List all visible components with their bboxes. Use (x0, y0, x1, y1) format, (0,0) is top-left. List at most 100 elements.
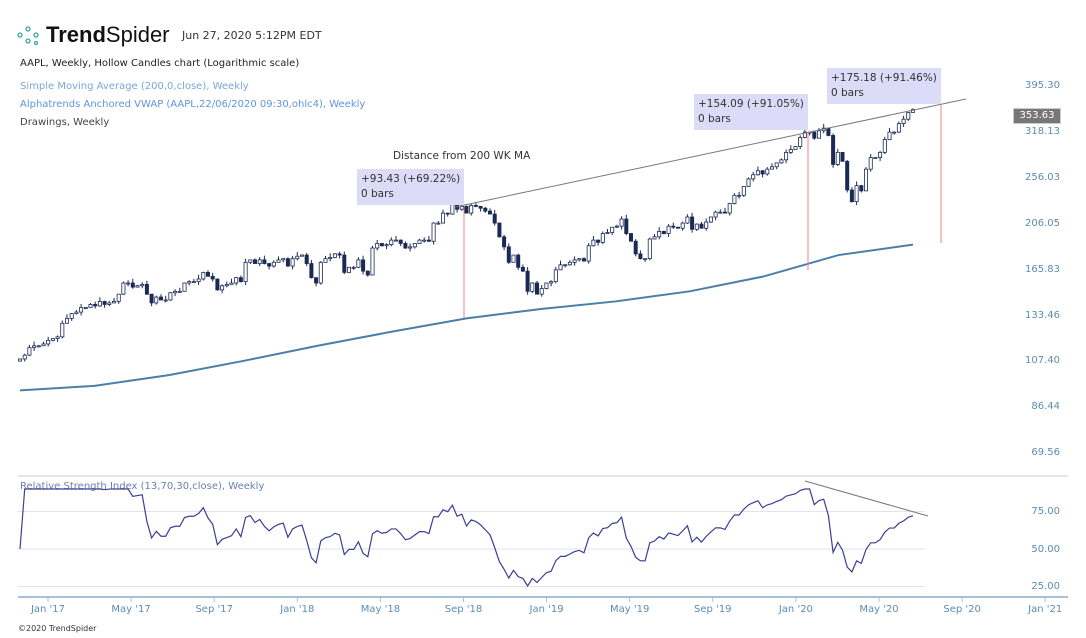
candle-body (605, 232, 610, 234)
annotation-box[interactable]: +93.43 (+69.22%) 0 bars (357, 169, 465, 205)
candle-body (299, 254, 304, 257)
legend-drawings[interactable]: Drawings, Weekly (20, 117, 110, 128)
candle-body (177, 290, 182, 293)
legend-rsi[interactable]: Relative Strength Index (13,70,30,close)… (20, 481, 265, 492)
candle-body (812, 131, 817, 139)
y-tick-label: 318.13 (1025, 125, 1060, 137)
candle-body (163, 299, 168, 302)
annotation-box[interactable]: +154.09 (+91.05%) 0 bars (694, 94, 808, 130)
candle-body (633, 240, 638, 255)
candle-body (868, 157, 873, 170)
candle-body (473, 205, 478, 207)
y-tick-label: 133.46 (1025, 309, 1060, 321)
candle-body (79, 307, 84, 313)
candle-body (135, 285, 140, 288)
candle-body (459, 205, 464, 210)
y-tick-label: 395.30 (1025, 80, 1060, 91)
candle-body (215, 278, 220, 291)
candle-body (116, 293, 121, 302)
candle-body (770, 166, 775, 170)
candle-body (69, 313, 74, 319)
candle-body (864, 168, 869, 192)
candle-body (708, 216, 713, 223)
candle-body (849, 189, 854, 203)
distance-label: Distance from 200 WK MA (393, 150, 531, 162)
candle-body (511, 254, 516, 263)
candle-body (624, 218, 629, 234)
candle-body (553, 269, 558, 283)
candle-body (906, 111, 911, 120)
legend-sma[interactable]: Simple Moving Average (200,0,close), Wee… (20, 81, 249, 92)
candle-body (676, 226, 681, 229)
last-price-badge: 353.63 (1013, 108, 1061, 124)
candle-body (60, 322, 65, 338)
candle-body (384, 244, 389, 247)
sma-200-line (19, 243, 914, 392)
candle-body (802, 131, 807, 138)
candle-body (765, 168, 770, 175)
candle-body (652, 236, 657, 240)
candle-body (351, 266, 356, 269)
candle-body (760, 170, 765, 175)
candle-body (257, 259, 262, 264)
candle-body (88, 304, 93, 308)
brand-light: Spider (105, 22, 170, 47)
copyright: ©2020 TrendSpider (18, 624, 97, 633)
candle-body (356, 259, 361, 268)
y-tick-label: 107.40 (1025, 355, 1060, 367)
candle-body (318, 261, 323, 284)
legend-vwap[interactable]: Alphatrends Anchored VWAP (AAPL,22/06/20… (20, 99, 366, 110)
annotation-bars: 0 bars (698, 113, 731, 125)
candle-body (478, 205, 483, 209)
candle-body (55, 336, 60, 339)
candle-body (107, 302, 112, 305)
candle-body (205, 272, 210, 277)
candle-body (74, 311, 79, 315)
candle-body (191, 281, 196, 284)
candle-body (539, 288, 544, 295)
candle-body (840, 151, 845, 162)
candle-body (572, 259, 577, 263)
candle-body (657, 231, 662, 238)
candle-body (243, 261, 248, 283)
candle-body (126, 282, 131, 285)
candle-body (643, 258, 648, 261)
x-tick-label: Jan '20 (778, 604, 813, 615)
candle-body (779, 159, 784, 164)
legend-main[interactable]: AAPL, Weekly, Hollow Candles chart (Loga… (20, 58, 300, 69)
candle-body (417, 239, 422, 244)
candle-body (332, 253, 337, 258)
candle-body (187, 281, 192, 284)
candle-body (591, 239, 596, 247)
candle-body (365, 270, 370, 276)
y-tick-label: 165.83 (1025, 263, 1060, 275)
x-tick-label: Jan '18 (280, 604, 315, 615)
candle-body (379, 243, 384, 247)
candle-body (267, 263, 272, 267)
candle-body (342, 254, 347, 273)
candle-body (22, 354, 27, 360)
x-tick-label: May '19 (610, 604, 650, 615)
y-tick-label: 69.56 (1031, 447, 1060, 459)
candle-body (375, 243, 380, 249)
x-tick-label: Sep '20 (943, 604, 981, 615)
candle-body (831, 135, 836, 165)
annotation-value: +93.43 (+69.22%) (361, 173, 461, 185)
candle-body (647, 238, 652, 260)
x-tick-label: May '17 (111, 604, 151, 615)
candle-body (737, 194, 742, 197)
candle-body (859, 185, 864, 192)
candle-body (445, 212, 450, 215)
candle-body (314, 277, 319, 284)
candle-body (713, 211, 718, 218)
candle-body (41, 343, 46, 347)
candle-body (535, 282, 540, 295)
annotation-bars: 0 bars (361, 188, 394, 200)
annotation-value: +175.18 (+91.46%) (831, 72, 937, 84)
y-tick-label: 86.44 (1031, 401, 1060, 413)
candle-body (751, 174, 756, 180)
candle-body (50, 338, 55, 341)
annotation-box[interactable]: +175.18 (+91.46%) 0 bars (827, 68, 941, 104)
candle-body (755, 170, 760, 176)
